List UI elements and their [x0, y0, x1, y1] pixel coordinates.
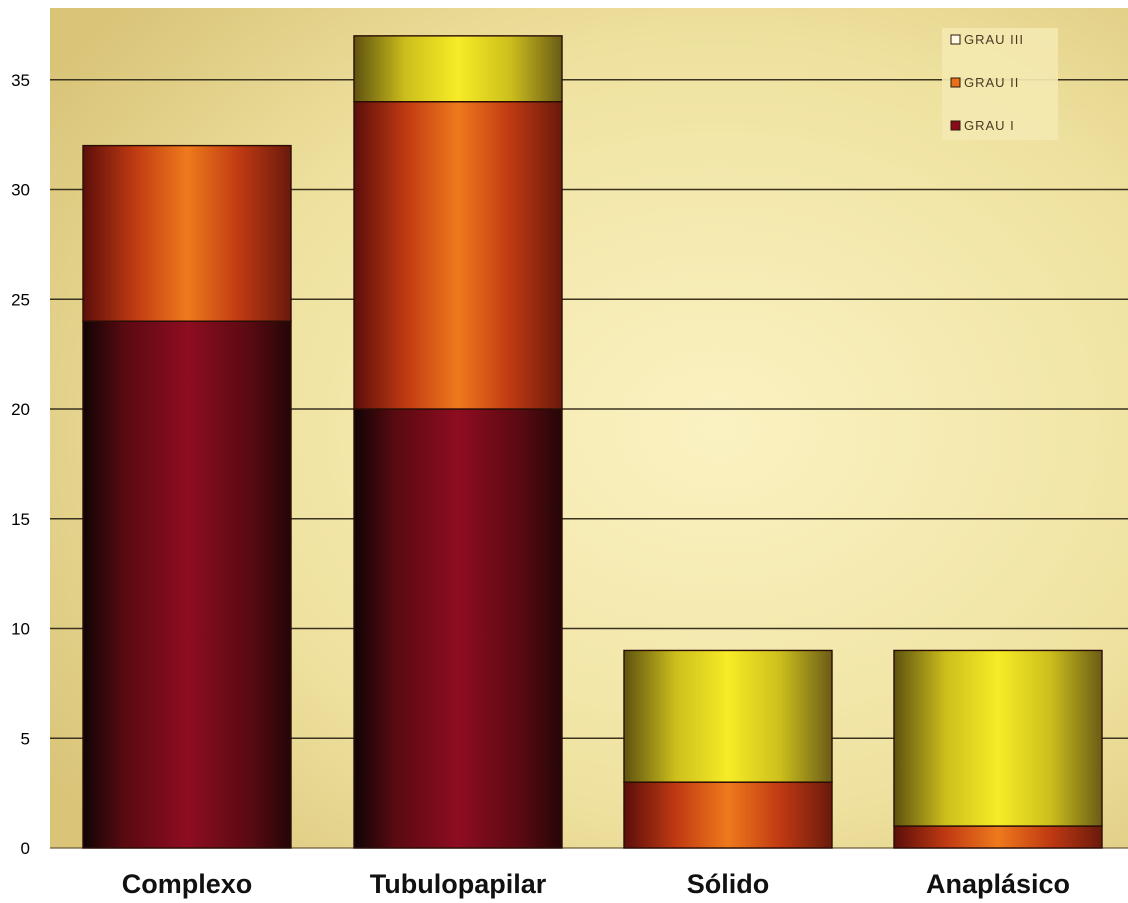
y-tick-label-30: 30 — [11, 181, 30, 200]
legend-label-grau-ii: GRAU II — [964, 75, 1019, 90]
bar-complexo-grau-i — [82, 320, 292, 849]
bar-solido-grau-ii — [623, 781, 833, 849]
bar-tubulopapilar-grau-i — [353, 408, 563, 849]
bar-anaplasico-grau-ii — [893, 825, 1103, 849]
legend-label-grau-iii: GRAU III — [964, 32, 1024, 47]
category-label-solido: Sólido — [687, 869, 770, 899]
legend-swatch-grau-i — [950, 120, 961, 131]
bar-tubulopapilar-grau-ii — [353, 100, 563, 410]
category-label-anaplasico: Anaplásico — [926, 869, 1070, 899]
category-label-tubulopapilar: Tubulopapilar — [370, 869, 547, 899]
legend-swatch-grau-ii — [950, 77, 961, 88]
y-tick-label-0: 0 — [21, 839, 30, 858]
bars — [82, 35, 1103, 849]
bar-complexo-grau-ii — [82, 144, 292, 322]
x-axis-category-labels: Complexo Tubulopapilar Sólido Anaplásico — [122, 869, 1070, 899]
legend: GRAU III GRAU II GRAU I — [942, 28, 1058, 140]
category-label-complexo: Complexo — [122, 869, 253, 899]
y-tick-label-25: 25 — [11, 290, 30, 309]
bar-solido-grau-iii — [623, 649, 833, 783]
y-tick-label-20: 20 — [11, 400, 30, 419]
y-tick-label-10: 10 — [11, 620, 30, 639]
y-axis-tick-labels: 0 5 10 15 20 25 30 35 — [11, 71, 30, 858]
y-tick-label-15: 15 — [11, 510, 30, 529]
legend-swatch-grau-iii — [950, 34, 961, 45]
y-tick-label-5: 5 — [21, 729, 30, 748]
legend-background — [942, 28, 1058, 140]
bar-tubulopapilar-grau-iii — [353, 35, 563, 103]
y-tick-label-35: 35 — [11, 71, 30, 90]
legend-label-grau-i: GRAU I — [964, 118, 1015, 133]
bar-anaplasico-grau-iii — [893, 649, 1103, 827]
